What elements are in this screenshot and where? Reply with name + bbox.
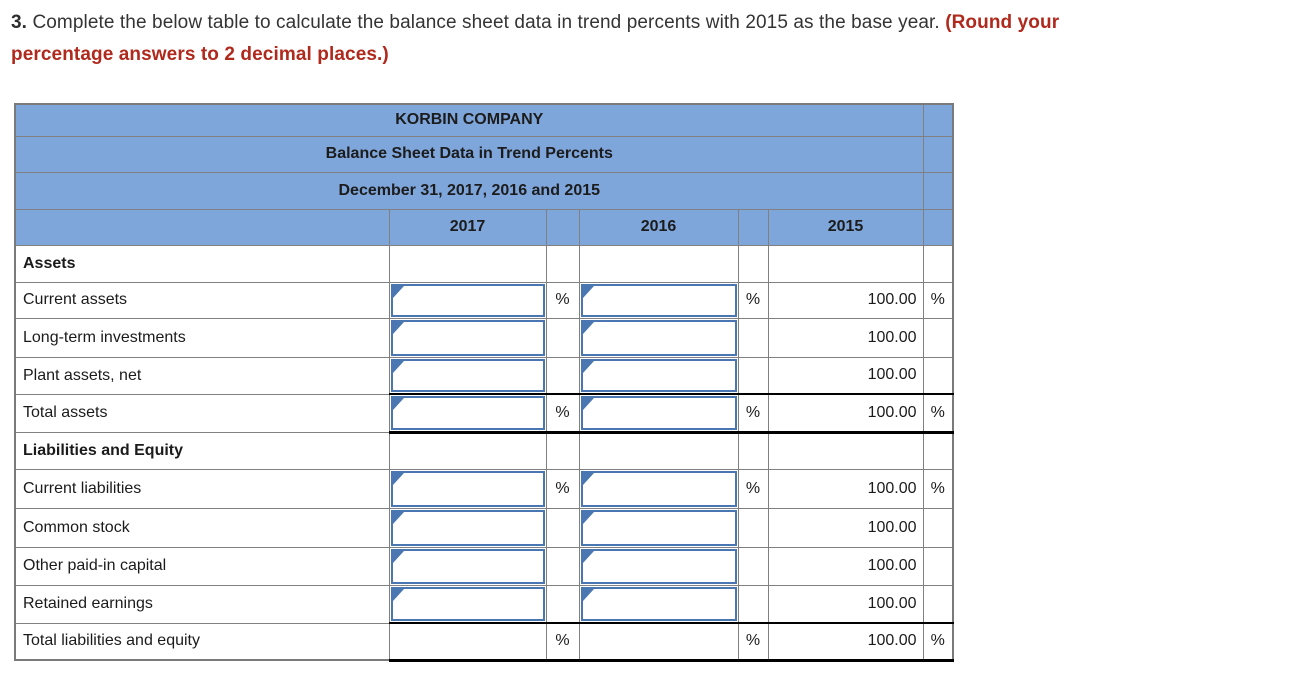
row-label-other-paid-in-capital: Other paid-in capital xyxy=(14,546,390,586)
table-row: Total liabilities and equity % % 100.00 … xyxy=(14,622,954,662)
input-current-liabilities-2016[interactable] xyxy=(580,470,737,507)
percent-sign: % xyxy=(922,468,954,509)
base-value-long-term-investments: 100.00 xyxy=(767,317,924,358)
input-other-paid-in-capital-2017[interactable] xyxy=(390,548,545,584)
question-heading: 3. Complete the below table to calculate… xyxy=(11,7,1303,71)
input-flag-icon xyxy=(582,511,594,524)
input-flag-icon xyxy=(582,588,594,601)
input-long-term-investments-2017[interactable] xyxy=(390,319,545,356)
input-current-assets-2016[interactable] xyxy=(580,283,737,317)
input-common-stock-2016[interactable] xyxy=(580,509,737,546)
row-label-current-liabilities: Current liabilities xyxy=(14,468,390,509)
percent-sign: % xyxy=(922,281,954,319)
input-flag-icon xyxy=(392,550,404,563)
section-label-assets: Assets xyxy=(14,244,390,283)
table-row: Assets xyxy=(14,244,954,283)
percent-sign: % xyxy=(545,622,580,662)
row-label-retained-earnings: Retained earnings xyxy=(14,584,390,624)
input-flag-icon xyxy=(392,321,404,334)
base-value-plant-assets-net: 100.00 xyxy=(767,356,924,395)
base-value-current-liabilities: 100.00 xyxy=(767,468,924,509)
row-label-plant-assets-net: Plant assets, net xyxy=(14,356,390,395)
table-row: Long-term investments 100.00 xyxy=(14,317,954,358)
input-plant-assets-net-2016[interactable] xyxy=(580,358,737,392)
statement-title: Balance Sheet Data in Trend Percents xyxy=(14,135,924,173)
row-label-total-assets: Total assets xyxy=(14,393,390,433)
input-flag-icon xyxy=(582,360,594,373)
table-row: Balance Sheet Data in Trend Percents xyxy=(14,135,954,173)
input-common-stock-2017[interactable] xyxy=(390,509,545,546)
input-current-liabilities-2017[interactable] xyxy=(390,470,545,507)
input-flag-icon xyxy=(392,511,404,524)
table-row: Plant assets, net 100.00 xyxy=(14,356,954,395)
table-row: KORBIN COMPANY xyxy=(14,103,954,137)
percent-sign: % xyxy=(737,622,769,662)
year-header-2016: 2016 xyxy=(578,208,739,246)
input-flag-icon xyxy=(582,285,594,298)
percent-column-header xyxy=(922,208,954,246)
table-row: Retained earnings 100.00 xyxy=(14,584,954,624)
input-long-term-investments-2016[interactable] xyxy=(580,319,737,356)
input-flag-icon xyxy=(582,321,594,334)
input-flag-icon xyxy=(392,360,404,373)
input-plant-assets-net-2017[interactable] xyxy=(390,358,545,392)
percent-sign: % xyxy=(737,281,769,319)
company-title: KORBIN COMPANY xyxy=(14,103,924,137)
percent-sign: % xyxy=(922,622,954,662)
header-spacer xyxy=(922,103,954,137)
header-spacer xyxy=(922,171,954,210)
year-header-2015: 2015 xyxy=(767,208,924,246)
rounding-instruction-line2: percentage answers to 2 decimal places.) xyxy=(11,44,389,65)
row-label-total-liabilities-and-equity: Total liabilities and equity xyxy=(14,622,390,661)
percent-column-header xyxy=(737,208,769,246)
table-row: Other paid-in capital 100.00 xyxy=(14,546,954,586)
row-label-common-stock: Common stock xyxy=(14,507,390,548)
input-current-assets-2017[interactable] xyxy=(390,283,545,317)
table-row: Total assets % % 100.00 % xyxy=(14,393,954,434)
input-total-assets-2017[interactable] xyxy=(390,396,545,429)
row-label-current-assets: Current assets xyxy=(14,281,390,319)
section-label-liabilities-and-equity: Liabilities and Equity xyxy=(14,431,390,470)
base-value-common-stock: 100.00 xyxy=(767,507,924,548)
input-flag-icon xyxy=(582,398,594,410)
base-value-total-liabilities-and-equity: 100.00 xyxy=(767,622,924,662)
input-flag-icon xyxy=(392,588,404,601)
percent-sign: % xyxy=(545,468,580,509)
trend-percents-table: KORBIN COMPANY Balance Sheet Data in Tre… xyxy=(14,103,955,662)
input-retained-earnings-2017[interactable] xyxy=(390,586,545,621)
year-header-2017: 2017 xyxy=(388,208,547,246)
base-value-current-assets: 100.00 xyxy=(767,281,924,319)
table-row: December 31, 2017, 2016 and 2015 xyxy=(14,171,954,210)
percent-sign: % xyxy=(922,393,954,434)
label-column-header xyxy=(14,208,390,246)
input-other-paid-in-capital-2016[interactable] xyxy=(580,548,737,584)
input-retained-earnings-2016[interactable] xyxy=(580,586,737,621)
table-row: Current assets % % 100.00 % xyxy=(14,281,954,319)
input-flag-icon xyxy=(392,472,404,485)
row-label-long-term-investments: Long-term investments xyxy=(14,317,390,358)
base-value-total-assets: 100.00 xyxy=(767,393,924,434)
input-total-assets-2016[interactable] xyxy=(580,396,737,429)
question-number: 3. xyxy=(11,12,28,33)
input-flag-icon xyxy=(582,550,594,563)
header-spacer xyxy=(922,135,954,173)
base-value-other-paid-in-capital: 100.00 xyxy=(767,546,924,586)
input-flag-icon xyxy=(392,398,404,410)
table-row: Common stock 100.00 xyxy=(14,507,954,548)
question-text: Complete the below table to calculate th… xyxy=(32,12,940,33)
input-flag-icon xyxy=(582,472,594,485)
rounding-instruction-line1: (Round your xyxy=(945,12,1060,33)
percent-sign: % xyxy=(737,468,769,509)
table-row: 2017 2016 2015 xyxy=(14,208,954,246)
percent-sign: % xyxy=(545,281,580,319)
percent-sign: % xyxy=(737,393,769,434)
base-value-retained-earnings: 100.00 xyxy=(767,584,924,624)
date-title: December 31, 2017, 2016 and 2015 xyxy=(14,171,924,210)
table-row: Current liabilities % % 100.00 % xyxy=(14,468,954,509)
input-flag-icon xyxy=(392,285,404,298)
table-row: Liabilities and Equity xyxy=(14,431,954,470)
percent-sign: % xyxy=(545,393,580,434)
percent-column-header xyxy=(545,208,580,246)
